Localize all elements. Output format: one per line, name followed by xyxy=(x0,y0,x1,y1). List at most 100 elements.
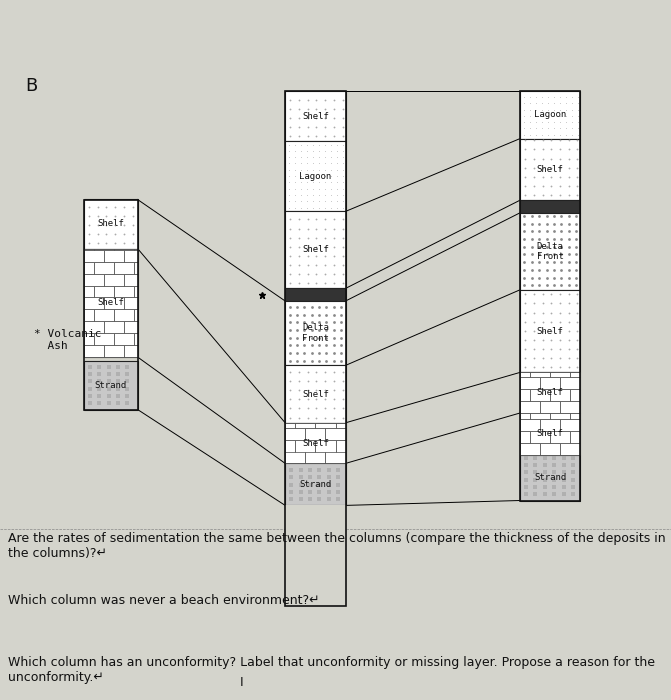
Bar xyxy=(104,345,124,357)
Text: * Volcanic
  Ash: * Volcanic Ash xyxy=(34,329,101,351)
Bar xyxy=(285,452,305,463)
Bar xyxy=(134,262,138,274)
Bar xyxy=(94,333,114,345)
Bar xyxy=(530,413,550,419)
Bar xyxy=(84,248,94,250)
Bar xyxy=(550,413,570,419)
Bar xyxy=(520,290,580,372)
Bar xyxy=(520,139,580,200)
Bar xyxy=(285,423,295,428)
Bar xyxy=(520,213,580,290)
Bar xyxy=(84,345,104,357)
Bar xyxy=(134,309,138,321)
Bar xyxy=(114,309,134,321)
Bar xyxy=(124,345,138,357)
Text: Shelf: Shelf xyxy=(537,165,564,174)
Bar xyxy=(560,401,580,413)
Bar xyxy=(84,333,94,345)
Bar xyxy=(84,321,104,333)
Bar xyxy=(84,262,94,274)
Text: Strand: Strand xyxy=(95,381,127,389)
Text: Shelf: Shelf xyxy=(302,246,329,254)
Bar xyxy=(520,372,580,413)
Text: I: I xyxy=(240,676,244,690)
Text: Which column was never a beach environment?↵: Which column was never a beach environme… xyxy=(8,594,319,607)
Bar xyxy=(295,440,315,452)
Bar xyxy=(530,389,550,401)
Bar xyxy=(124,274,138,286)
Bar xyxy=(285,91,346,606)
Text: Strand: Strand xyxy=(299,480,331,489)
Bar xyxy=(104,298,124,309)
Bar xyxy=(305,452,325,463)
Text: Strand: Strand xyxy=(534,473,566,482)
Bar xyxy=(560,419,580,431)
Bar xyxy=(104,274,124,286)
Bar xyxy=(336,423,346,428)
Bar xyxy=(315,423,336,428)
Bar xyxy=(520,372,530,377)
Bar xyxy=(124,321,138,333)
Bar xyxy=(134,286,138,298)
Bar xyxy=(550,389,570,401)
Bar xyxy=(325,452,346,463)
Bar xyxy=(520,413,580,455)
Text: Delta
Front: Delta Front xyxy=(302,323,329,343)
Bar xyxy=(104,321,124,333)
Bar xyxy=(530,372,550,377)
Text: Shelf: Shelf xyxy=(537,430,564,438)
Bar xyxy=(520,91,580,500)
Bar xyxy=(84,298,104,309)
Bar xyxy=(560,443,580,455)
Bar xyxy=(560,377,580,389)
Bar xyxy=(540,419,560,431)
Bar xyxy=(114,262,134,274)
Bar xyxy=(540,401,560,413)
Bar xyxy=(134,333,138,345)
Bar xyxy=(84,199,138,248)
Bar xyxy=(84,360,138,409)
Bar xyxy=(114,286,134,298)
Bar xyxy=(520,431,530,443)
Bar xyxy=(336,440,346,452)
Bar xyxy=(134,248,138,250)
Bar xyxy=(520,443,540,455)
Bar xyxy=(285,301,346,365)
Text: Which column has an unconformity? Label that unconformity or missing layer. Prop: Which column has an unconformity? Label … xyxy=(8,656,655,684)
Text: Shelf: Shelf xyxy=(537,327,564,335)
Bar xyxy=(124,250,138,262)
Bar xyxy=(570,372,580,377)
Bar xyxy=(550,431,570,443)
Bar xyxy=(84,274,104,286)
Bar xyxy=(94,309,114,321)
Bar xyxy=(550,372,570,377)
Bar xyxy=(540,443,560,455)
Bar xyxy=(285,423,346,463)
Bar xyxy=(94,286,114,298)
Bar xyxy=(520,413,530,419)
Text: Delta
Front: Delta Front xyxy=(537,241,564,261)
Text: Lagoon: Lagoon xyxy=(534,111,566,119)
Bar xyxy=(570,389,580,401)
Bar xyxy=(84,248,138,357)
Text: B: B xyxy=(25,77,38,95)
Bar xyxy=(520,389,530,401)
Bar xyxy=(295,423,315,428)
Text: Shelf: Shelf xyxy=(302,112,329,120)
Bar xyxy=(305,428,325,440)
Bar xyxy=(325,428,346,440)
Bar xyxy=(94,248,114,250)
Bar xyxy=(84,199,138,410)
Text: Shelf: Shelf xyxy=(97,298,124,307)
Bar xyxy=(285,288,346,301)
Bar xyxy=(520,401,540,413)
Bar xyxy=(285,463,346,505)
Bar xyxy=(540,377,560,389)
Bar xyxy=(285,91,346,141)
Bar xyxy=(285,141,346,211)
Bar xyxy=(520,200,580,213)
Bar xyxy=(285,505,346,606)
Bar xyxy=(530,431,550,443)
Bar xyxy=(84,250,104,262)
Bar xyxy=(315,440,336,452)
